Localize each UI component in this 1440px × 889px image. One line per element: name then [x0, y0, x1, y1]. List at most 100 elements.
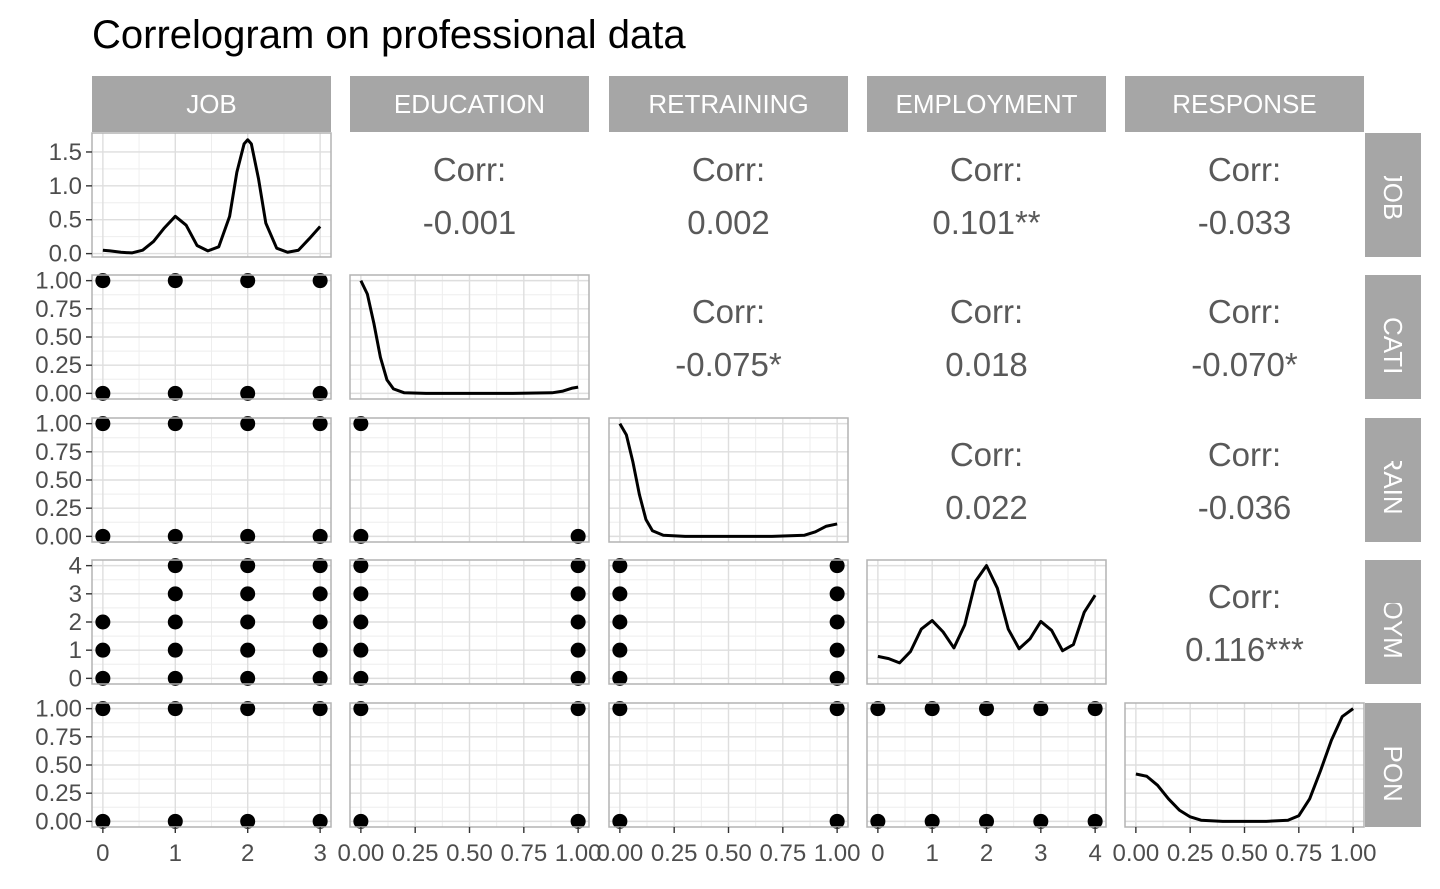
scatter-point — [353, 614, 369, 630]
y-tick-label: 1.5 — [49, 139, 82, 166]
panel-border — [608, 417, 849, 543]
scatter-point — [240, 416, 256, 432]
scatter-point — [570, 586, 586, 602]
scatter-point — [167, 528, 183, 544]
scatter-point — [829, 614, 845, 630]
y-tick-label: 0.50 — [35, 324, 82, 351]
scatter-point — [353, 416, 369, 432]
scatter-point — [353, 586, 369, 602]
density-curve-response — [1135, 707, 1355, 823]
scatter-point — [924, 813, 940, 829]
corr-value: -0.036 — [1198, 489, 1292, 526]
corr-label: Corr: — [433, 151, 506, 188]
corr-panel-1-3: Corr: 0.018 — [945, 293, 1028, 383]
scatter-point — [870, 701, 886, 717]
scatter-point — [312, 385, 328, 401]
scatter-point — [979, 813, 994, 829]
scatter-point — [167, 813, 183, 829]
corr-value: 0.101** — [932, 204, 1040, 241]
corr-panel-2-4: Corr: -0.036 — [1198, 436, 1292, 526]
y-tick-label: 2 — [69, 609, 82, 636]
x-tick-label: 0.25 — [651, 840, 698, 867]
scatter-point — [1033, 813, 1049, 829]
scatter-point — [95, 273, 111, 289]
corr-value: -0.070* — [1191, 346, 1298, 383]
panel-2-1 — [349, 416, 590, 544]
scatter-point — [312, 642, 328, 658]
corr-value: -0.001 — [423, 204, 517, 241]
scatter-point — [612, 586, 628, 602]
y-tick-label: 1.00 — [35, 696, 82, 723]
scatter-point — [829, 701, 845, 717]
x-tick-label: 0.75 — [1275, 840, 1322, 867]
panel-2-0 — [91, 416, 332, 544]
scatter-point — [240, 586, 256, 602]
x-tick-label: 2 — [980, 840, 993, 867]
scatter-point — [829, 670, 845, 686]
density-curve-job — [102, 138, 322, 255]
panel-4-3 — [866, 701, 1107, 829]
panel-0-0 — [91, 132, 332, 258]
scatter-point — [870, 813, 886, 829]
corr-value: 0.116*** — [1185, 631, 1304, 668]
scatter-point — [312, 586, 328, 602]
scatter-point — [240, 642, 256, 658]
scatter-point — [240, 558, 256, 574]
scatter-point — [829, 558, 845, 574]
x-tick-label: 0.50 — [705, 840, 752, 867]
x-tick-label: 0 — [96, 840, 109, 867]
scatter-point — [612, 670, 628, 686]
x-tick-label: 0.25 — [392, 840, 439, 867]
y-tick-label: 0.50 — [35, 467, 82, 494]
corr-label: Corr: — [1208, 578, 1281, 615]
x-tick-label: 1.00 — [814, 840, 861, 867]
scatter-point — [353, 528, 369, 544]
y-tick-label: 1.00 — [35, 411, 82, 438]
y-tick-label: 0.5 — [49, 207, 82, 234]
x-tick-label: 3 — [313, 840, 326, 867]
panel-border — [91, 132, 332, 258]
x-axis-ticks: 0 1 2 3 0.00 0.25 0.50 0.75 1.000.00 0.25 0.50 0.75… — [96, 827, 1376, 867]
scatter-point — [167, 385, 183, 401]
y-tick-label: 0.25 — [35, 495, 82, 522]
scatter-point — [167, 586, 183, 602]
corr-panel-0-3: Corr: 0.101** — [932, 151, 1040, 241]
column-strip-label: JOB — [186, 89, 237, 119]
corr-value: 0.002 — [687, 204, 770, 241]
panel-border — [349, 559, 590, 685]
column-strip-label: RETRAINING — [648, 89, 808, 119]
scatter-point — [167, 642, 183, 658]
scatter-point — [95, 385, 111, 401]
x-tick-label: 4 — [1088, 840, 1101, 867]
corr-value: 0.018 — [945, 346, 1028, 383]
y-tick-label: 0.25 — [35, 780, 82, 807]
scatter-point — [1087, 813, 1103, 829]
scatter-point — [924, 701, 940, 717]
corr-value: -0.033 — [1198, 204, 1292, 241]
x-tick-label: 0.25 — [1167, 840, 1214, 867]
panel-border — [608, 559, 849, 685]
scatter-point — [829, 813, 845, 829]
scatter-point — [612, 813, 628, 829]
x-tick-label: 1 — [926, 840, 939, 867]
scatter-point — [95, 614, 111, 630]
x-tick-label: 3 — [1034, 840, 1047, 867]
y-tick-label: 1.00 — [35, 268, 82, 295]
chart-title: Correlogram on professional data — [92, 13, 686, 57]
x-tick-label: 1 — [169, 840, 182, 867]
panel-3-0 — [91, 558, 332, 686]
density-curve-education — [359, 279, 579, 395]
panel-border — [349, 417, 590, 543]
scatter-point — [95, 701, 111, 717]
panel-3-2 — [608, 558, 849, 686]
row-strip-employment — [1365, 560, 1421, 684]
scatter-point — [167, 670, 183, 686]
scatter-point — [570, 528, 586, 544]
row-strip-label: ESPONS — [1378, 711, 1408, 819]
scatter-point — [240, 528, 256, 544]
scatter-point — [570, 670, 586, 686]
panel-border — [349, 274, 590, 400]
y-tick-label: 0.25 — [35, 352, 82, 379]
scatter-point — [167, 558, 183, 574]
x-tick-label: 0.50 — [1221, 840, 1268, 867]
